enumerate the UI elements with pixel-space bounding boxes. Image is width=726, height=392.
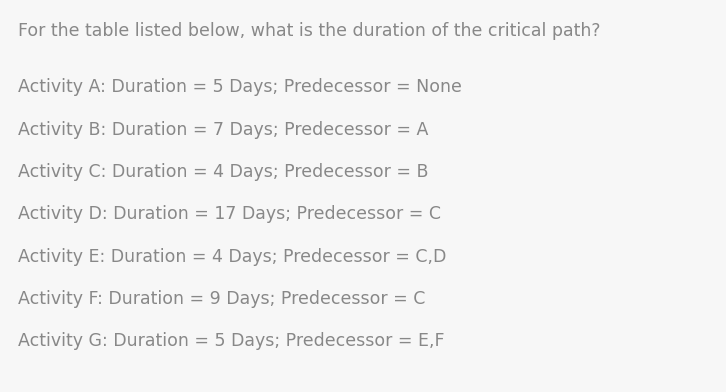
Text: Activity F: Duration = 9 Days; Predecessor = C: Activity F: Duration = 9 Days; Predecess… xyxy=(18,290,425,308)
Text: Activity D: Duration = 17 Days; Predecessor = C: Activity D: Duration = 17 Days; Predeces… xyxy=(18,205,441,223)
Text: Activity C: Duration = 4 Days; Predecessor = B: Activity C: Duration = 4 Days; Predecess… xyxy=(18,163,428,181)
Text: For the table listed below, what is the duration of the critical path?: For the table listed below, what is the … xyxy=(18,22,600,40)
Text: Activity B: Duration = 7 Days; Predecessor = A: Activity B: Duration = 7 Days; Predecess… xyxy=(18,121,428,139)
Text: Activity E: Duration = 4 Days; Predecessor = C,D: Activity E: Duration = 4 Days; Predecess… xyxy=(18,248,446,266)
Text: Activity A: Duration = 5 Days; Predecessor = None: Activity A: Duration = 5 Days; Predecess… xyxy=(18,78,462,96)
Text: Activity G: Duration = 5 Days; Predecessor = E,F: Activity G: Duration = 5 Days; Predecess… xyxy=(18,332,444,350)
